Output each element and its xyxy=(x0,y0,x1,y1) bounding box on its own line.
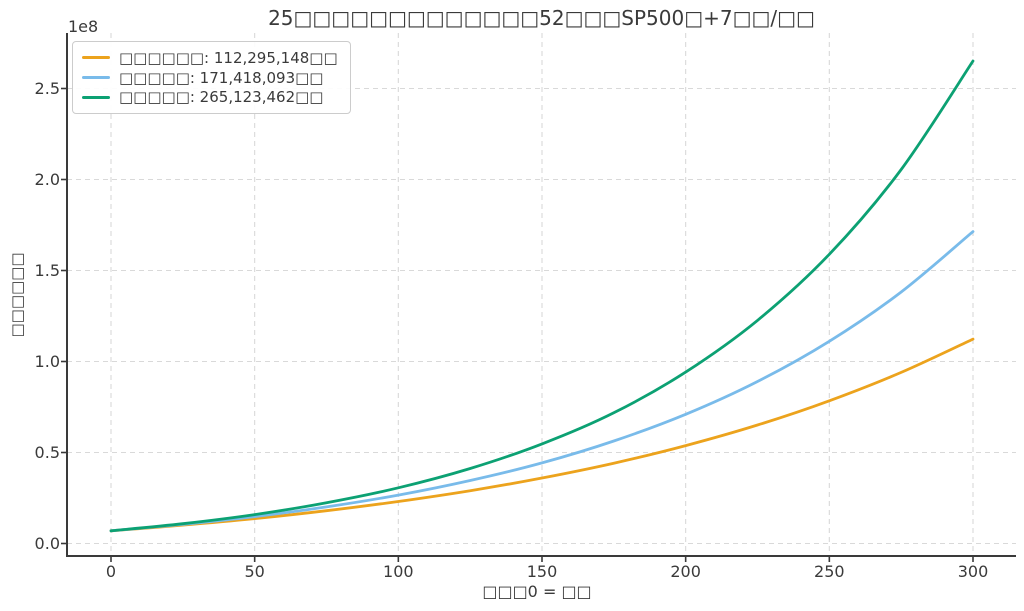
legend-swatch-icon xyxy=(82,95,110,99)
legend-item: □□□□□: 265,123,462□□ xyxy=(82,87,338,107)
legend-label: □□□□□□: 112,295,148□□ xyxy=(119,48,338,67)
legend-label: □□□□□: 171,418,093□□ xyxy=(119,68,324,87)
legend-label: □□□□□: 265,123,462□□ xyxy=(119,88,324,107)
y-tick-label: 2.0 xyxy=(34,169,60,189)
x-tick-label: 200 xyxy=(670,562,701,581)
legend-item: □□□□□: 171,418,093□□ xyxy=(82,68,338,88)
x-tick-label: 250 xyxy=(814,562,845,581)
x-tick-label: 300 xyxy=(957,562,989,581)
x-tick-label: 100 xyxy=(383,562,414,581)
y-tick-label: 1.0 xyxy=(34,351,60,371)
y-tick-label: 0.0 xyxy=(34,533,60,553)
y-tick-label: 2.5 xyxy=(34,78,60,98)
y-tick-label: 0.5 xyxy=(34,442,60,462)
series-line-2 xyxy=(109,59,975,533)
x-tick-label: 150 xyxy=(526,562,558,581)
series-line-1 xyxy=(109,230,975,533)
chart-title: 25□□□□□□□□□□□□□52□□□SP500□+7□□/□□ xyxy=(268,6,815,30)
legend-swatch-icon xyxy=(82,76,110,79)
x-tick-label: 0 xyxy=(105,562,117,581)
legend-item: □□□□□□: 112,295,148□□ xyxy=(82,48,338,68)
legend-swatch-icon xyxy=(82,56,110,60)
series-line-0 xyxy=(109,337,975,533)
legend: □□□□□□: 112,295,148□□ □□□□□: 171,418,093□… xyxy=(72,41,351,114)
y-tick-label: 1.5 xyxy=(34,260,60,280)
x-tick-label: 50 xyxy=(244,562,265,581)
x-axis-label: □□□0 = □□ xyxy=(482,582,592,601)
y-axis-offset-label: 1e8 xyxy=(68,17,99,36)
